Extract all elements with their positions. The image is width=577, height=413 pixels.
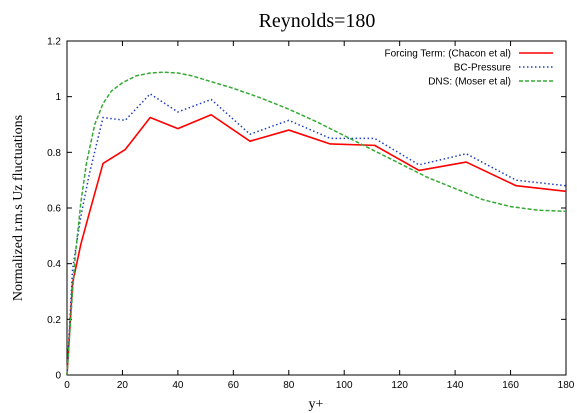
series-3 <box>66 71 567 376</box>
x-tick-label: 40 <box>172 380 184 391</box>
x-tick-label: 180 <box>558 380 575 391</box>
y-tick-label: 0.4 <box>47 259 61 270</box>
series-1 <box>66 113 567 376</box>
y-tick-label: 1.2 <box>47 37 61 48</box>
legend-label: BC-Pressure <box>454 63 512 74</box>
plot-area-border <box>66 40 567 376</box>
x-axis-label: y+ <box>309 397 324 412</box>
y-tick-label: 0.8 <box>47 148 61 159</box>
x-tick-label: 0 <box>64 380 70 391</box>
x-tick-label: 20 <box>117 380 129 391</box>
legend-item: BC-Pressure <box>454 63 553 74</box>
legend-label: Forcing Term: (Chacon et al) <box>384 49 511 60</box>
y-tick-label: 0.6 <box>47 204 61 215</box>
series-line <box>66 93 567 376</box>
plot-frame <box>66 40 567 376</box>
series-line <box>66 71 567 376</box>
legend-label: DNS: (Moser et al) <box>428 77 511 88</box>
axis-ticks: 0 20 40 60 80 100 120 140 160 180 0 0.2 0.4 0.6 0.8 1 1.… <box>47 37 575 392</box>
y-tick-label: 0 <box>55 371 61 382</box>
series-2 <box>66 93 567 376</box>
x-tick-label: 140 <box>447 380 464 391</box>
legend-item: DNS: (Moser et al) <box>428 77 553 88</box>
legend: Forcing Term: (Chacon et al) BC-Pressure D… <box>384 49 553 88</box>
x-tick-label: 100 <box>336 380 353 391</box>
y-tick-label: 1 <box>55 92 61 103</box>
x-tick-label: 80 <box>283 380 295 391</box>
chart-title: Reynolds=180 <box>259 10 376 32</box>
y-axis-label: Normalized r.m.s Uz fluctuations <box>11 115 26 301</box>
series-line <box>66 113 567 376</box>
legend-item: Forcing Term: (Chacon et al) <box>384 49 553 60</box>
x-tick-label: 60 <box>228 380 240 391</box>
x-tick-label: 160 <box>502 380 519 391</box>
y-tick-label: 0.2 <box>47 315 61 326</box>
series-layer <box>66 71 567 376</box>
x-tick-label: 120 <box>391 380 408 391</box>
